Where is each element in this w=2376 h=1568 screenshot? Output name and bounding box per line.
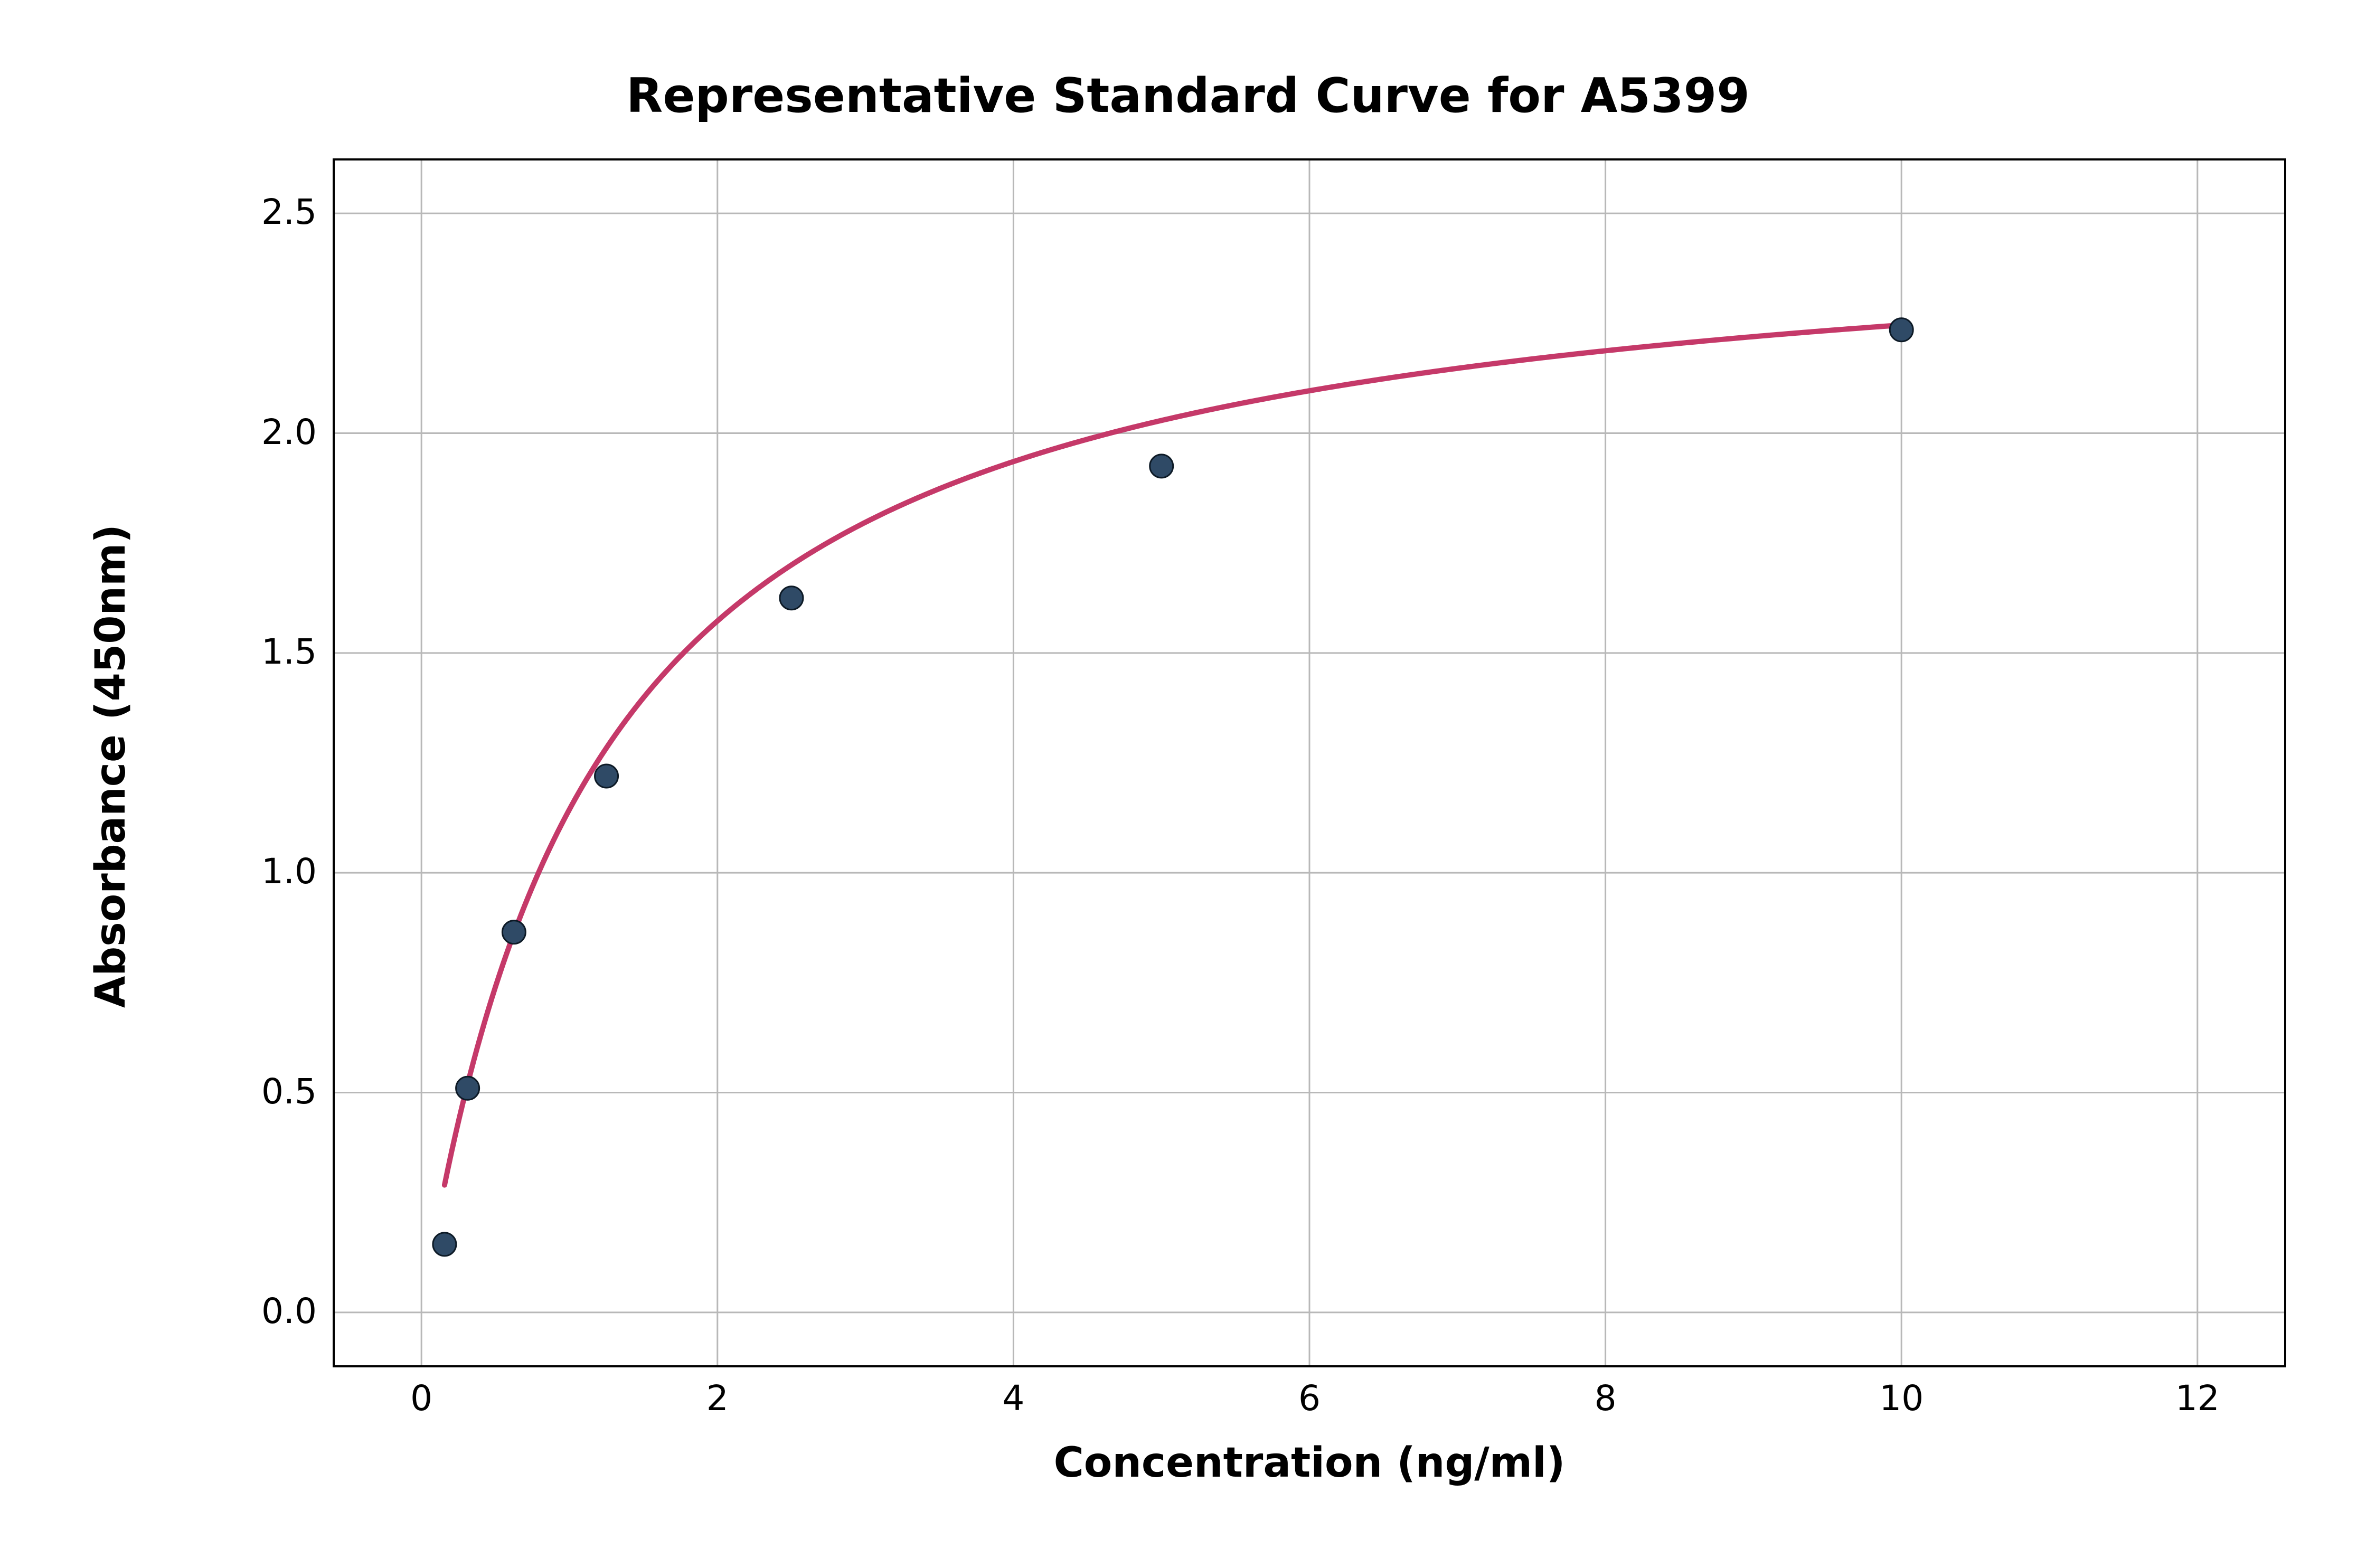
- data-point: [502, 921, 525, 944]
- x-tick-label: 12: [2145, 1378, 2250, 1419]
- data-point: [1890, 318, 1913, 342]
- x-tick-label: 10: [1849, 1378, 1954, 1419]
- y-tick-label: 0.0: [180, 1291, 317, 1331]
- x-axis-label: Concentration (ng/ml): [333, 1439, 2286, 1487]
- data-point: [780, 587, 803, 610]
- data-point: [1150, 455, 1173, 478]
- plot-svg: [333, 158, 2286, 1367]
- chart-title: Representative Standard Curve for A5399: [0, 68, 2376, 124]
- y-tick-label: 2.5: [180, 192, 317, 232]
- x-tick-label: 8: [1553, 1378, 1658, 1419]
- data-point: [595, 764, 618, 788]
- y-tick-label: 1.0: [180, 851, 317, 892]
- x-tick-label: 6: [1257, 1378, 1362, 1419]
- y-tick-label: 2.0: [180, 412, 317, 452]
- x-tick-label: 0: [369, 1378, 474, 1419]
- plot-area: [333, 158, 2286, 1367]
- x-tick-label: 2: [665, 1378, 770, 1419]
- y-tick-label: 1.5: [180, 631, 317, 672]
- data-point: [433, 1233, 456, 1256]
- figure: Representative Standard Curve for A5399 …: [0, 0, 2376, 1568]
- y-axis-label: Absorbance (450nm): [87, 238, 135, 1294]
- x-tick-label: 4: [960, 1378, 1066, 1419]
- data-point: [456, 1076, 479, 1100]
- y-tick-label: 0.5: [180, 1071, 317, 1112]
